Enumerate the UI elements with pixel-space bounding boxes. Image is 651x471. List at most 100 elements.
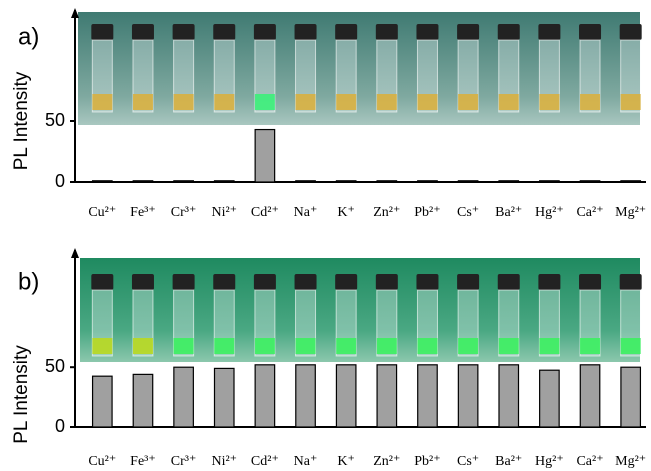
- bar: [174, 367, 194, 427]
- bar: [621, 181, 641, 182]
- x-tick-label: Na⁺: [294, 454, 318, 469]
- vial-liquid: [580, 94, 600, 110]
- vial-cap: [335, 24, 357, 40]
- x-tick-label: Ba²⁺: [495, 205, 522, 220]
- bar: [458, 181, 478, 182]
- bar: [377, 365, 397, 427]
- bar: [133, 181, 153, 182]
- bar: [580, 181, 600, 182]
- vial-liquid: [499, 94, 519, 110]
- x-tick-label: Ca²⁺: [576, 205, 603, 220]
- y-axis-label: PL Intensity: [11, 71, 32, 170]
- vial-liquid: [580, 338, 600, 354]
- bar: [499, 181, 519, 182]
- vial-cap: [213, 24, 235, 40]
- vial-cap: [416, 24, 438, 40]
- bar: [336, 181, 356, 182]
- vial-liquid: [336, 338, 356, 354]
- bar: [296, 181, 316, 182]
- vial-liquid: [458, 94, 478, 110]
- vial-cap: [295, 24, 317, 40]
- x-tick-label: Na⁺: [294, 205, 318, 220]
- vial-cap: [173, 274, 195, 290]
- bar: [214, 181, 234, 182]
- x-tick-label: Cs⁺: [457, 205, 479, 220]
- vial-cap: [457, 24, 479, 40]
- x-tick-label: Ni²⁺: [211, 205, 237, 220]
- vial-liquid: [214, 338, 234, 354]
- vial-liquid: [458, 338, 478, 354]
- vial-cap: [91, 274, 113, 290]
- x-tick-label: Ca²⁺: [576, 454, 603, 469]
- vial-cap: [457, 274, 479, 290]
- bar: [621, 367, 641, 427]
- y-axis-arrow: [71, 248, 79, 258]
- vial-cap: [498, 274, 520, 290]
- y-tick-label: 50: [45, 356, 65, 376]
- vial-cap: [91, 24, 113, 40]
- vial-cap: [132, 274, 154, 290]
- vial-liquid: [621, 94, 641, 110]
- bar: [255, 365, 275, 427]
- vial-liquid: [174, 338, 194, 354]
- vial-cap: [620, 274, 642, 290]
- x-tick-label: Zn²⁺: [373, 454, 400, 469]
- vial-liquid: [539, 338, 559, 354]
- x-tick-label: Ba²⁺: [495, 454, 522, 469]
- panel-label: a): [18, 23, 39, 50]
- panel-label: b): [18, 268, 39, 295]
- bar: [336, 365, 356, 427]
- bar: [580, 365, 600, 427]
- x-tick-label: Zn²⁺: [373, 205, 400, 220]
- y-tick-label: 50: [45, 110, 65, 130]
- y-axis-label: PL Intensity: [11, 345, 32, 444]
- x-tick-label: Cs⁺: [457, 454, 479, 469]
- vial-liquid: [417, 338, 437, 354]
- vial-cap: [620, 24, 642, 40]
- bar: [418, 365, 438, 427]
- vial-liquid: [377, 94, 397, 110]
- vial-liquid: [174, 94, 194, 110]
- bar: [499, 365, 519, 427]
- bar: [133, 374, 153, 427]
- bar: [296, 365, 316, 427]
- x-tick-label: Cr³⁺: [171, 205, 197, 220]
- bar: [93, 181, 113, 182]
- bar: [377, 181, 397, 182]
- bar: [255, 130, 275, 182]
- bar: [540, 370, 560, 427]
- y-axis-arrow: [71, 8, 79, 18]
- vial-cap: [579, 24, 601, 40]
- vial-liquid: [92, 338, 112, 354]
- y-tick-label: 0: [55, 171, 65, 191]
- y-tick-label: 0: [55, 416, 65, 436]
- vial-cap: [295, 274, 317, 290]
- vial-cap: [538, 24, 560, 40]
- vial-cap: [376, 274, 398, 290]
- vial-liquid: [296, 94, 316, 110]
- vial-liquid: [92, 94, 112, 110]
- vial-cap: [254, 274, 276, 290]
- x-tick-label: Cu²⁺: [88, 454, 116, 469]
- x-tick-label: Fe³⁺: [130, 454, 156, 469]
- vial-cap: [579, 274, 601, 290]
- x-tick-label: Cd²⁺: [251, 205, 279, 220]
- bar: [214, 368, 234, 427]
- vial-cap: [213, 274, 235, 290]
- vial-cap: [498, 24, 520, 40]
- x-tick-label: K⁺: [337, 454, 355, 469]
- x-tick-label: Ni²⁺: [211, 454, 237, 469]
- x-tick-label: Hg²⁺: [535, 454, 564, 469]
- x-tick-label: K⁺: [337, 205, 355, 220]
- vial-liquid: [336, 94, 356, 110]
- vial-cap: [416, 274, 438, 290]
- x-tick-label: Hg²⁺: [535, 205, 564, 220]
- vial-liquid: [133, 94, 153, 110]
- vial-cap: [335, 274, 357, 290]
- vial-liquid: [377, 338, 397, 354]
- x-tick-label: Pb²⁺: [414, 205, 440, 220]
- vial-liquid: [133, 338, 153, 354]
- vial-liquid: [214, 94, 234, 110]
- vial-cap: [538, 274, 560, 290]
- bar: [540, 181, 560, 182]
